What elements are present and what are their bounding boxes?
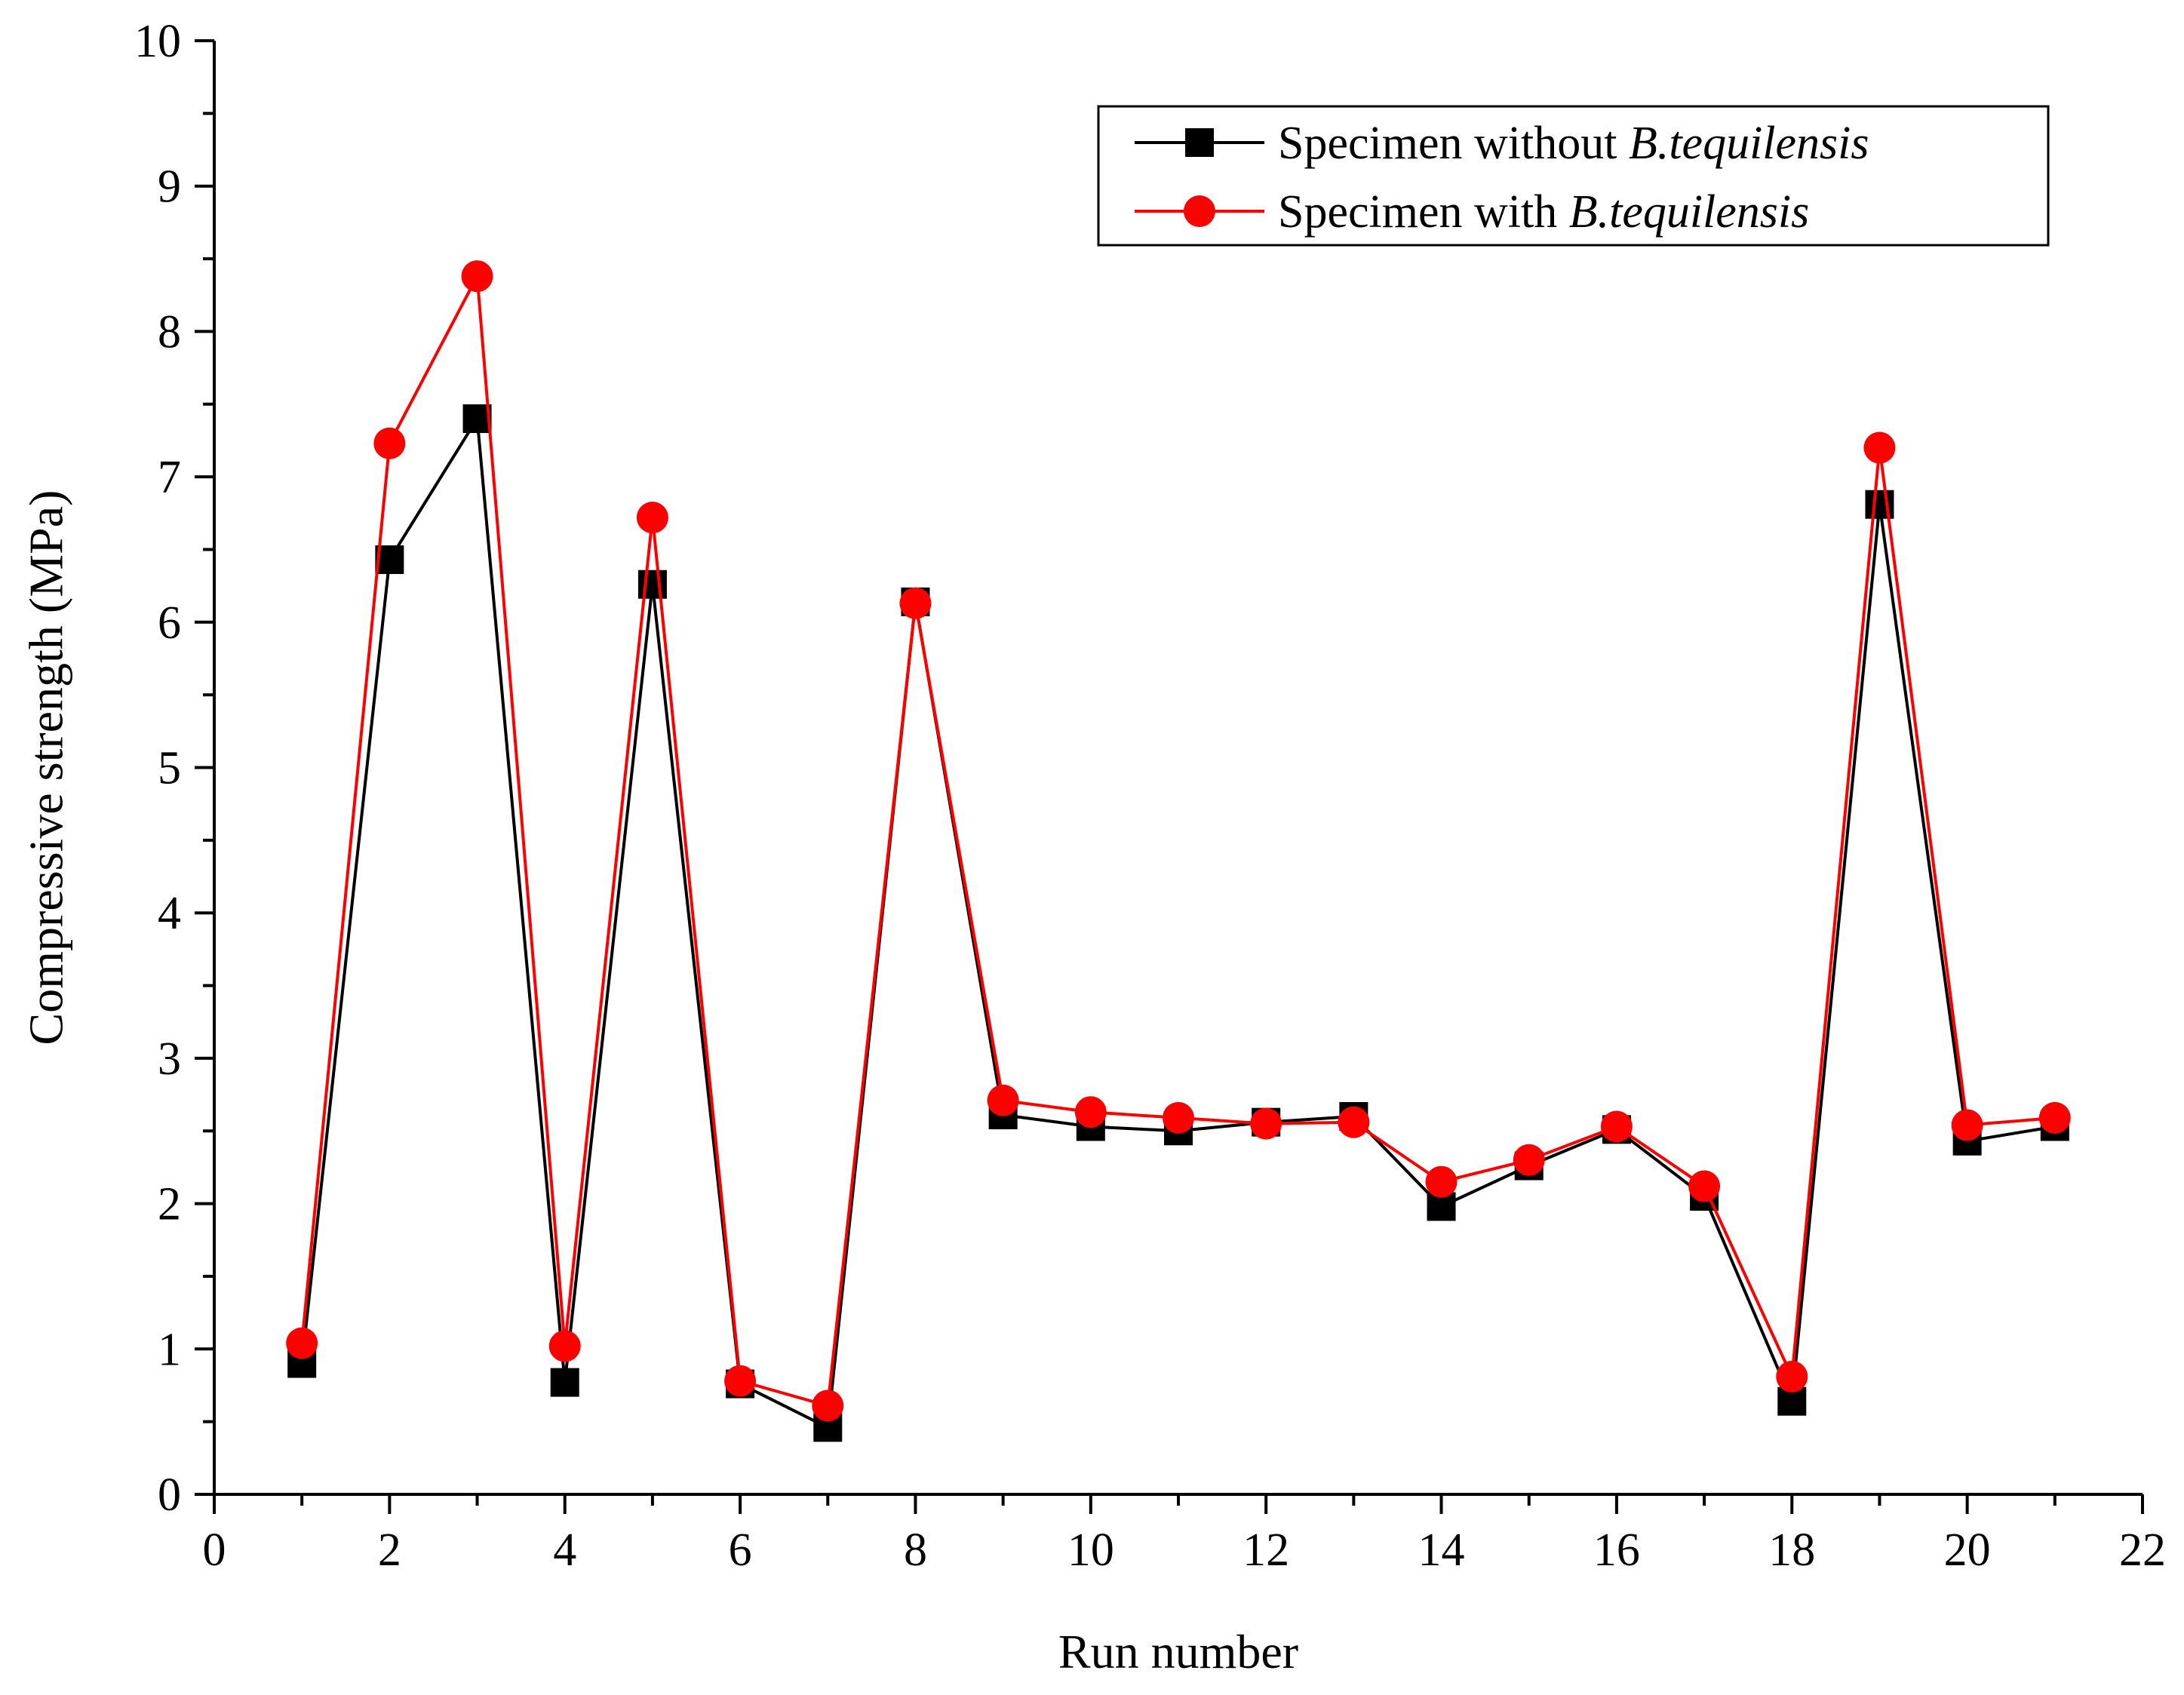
series-2-point [1688, 1170, 1721, 1202]
x-tick-label: 18 [1768, 1525, 1815, 1576]
series-2-point [1951, 1109, 1983, 1141]
y-tick-label: 10 [134, 16, 181, 67]
legend-label-prefix: Specimen with [1278, 186, 1569, 238]
series-2-point [987, 1084, 1019, 1116]
series-2-point [548, 1330, 581, 1362]
x-tick-label: 10 [1067, 1525, 1114, 1576]
series-2-point [1338, 1106, 1370, 1138]
series-2-point [1513, 1144, 1545, 1176]
y-tick-label: 5 [158, 743, 181, 794]
x-axis-title: Run number [1058, 1625, 1298, 1678]
data-series [286, 260, 2071, 1442]
y-tick-label: 7 [158, 452, 181, 503]
series-2-point [1776, 1360, 1808, 1393]
x-tick-label: 4 [553, 1525, 576, 1576]
series-2-point [1250, 1107, 1282, 1140]
legend-label-2: Specimen with B.tequilensis [1278, 186, 1809, 238]
x-tick-label: 14 [1418, 1525, 1465, 1576]
legend-label-prefix: Specimen without [1278, 118, 1629, 169]
x-tick-label: 0 [203, 1525, 226, 1576]
x-tick-label: 20 [1944, 1525, 1991, 1576]
legend-marker-1 [1185, 128, 1214, 157]
legend-label-1: Specimen without B.tequilensis [1278, 118, 1869, 169]
legend-label-species: B.tequilensis [1569, 186, 1810, 238]
y-tick-label: 9 [158, 161, 181, 213]
y-tick-label: 2 [158, 1179, 181, 1230]
y-tick-label: 4 [158, 888, 181, 939]
y-tick-label: 1 [158, 1324, 181, 1375]
y-tick-label: 3 [158, 1033, 181, 1085]
y-tick-label: 8 [158, 306, 181, 358]
x-tick-label: 12 [1243, 1525, 1289, 1576]
series-2-point [1425, 1165, 1458, 1198]
series-2-point [373, 427, 406, 459]
legend-marker-2 [1184, 195, 1215, 227]
series-2-point [1600, 1110, 1633, 1143]
series-2-point [286, 1327, 318, 1359]
x-tick-label: 6 [729, 1525, 752, 1576]
series-2-point [812, 1389, 844, 1422]
series-2-point [461, 260, 493, 293]
series-2-point [1074, 1096, 1107, 1128]
x-tick-label: 16 [1593, 1525, 1640, 1576]
series-2-point [724, 1365, 757, 1397]
series-1-point [637, 570, 667, 599]
series-2-point [1163, 1101, 1194, 1134]
series-1-point [550, 1368, 579, 1397]
y-axis-title: Compressive strength (MPa) [20, 490, 73, 1046]
legend-label-species: B.tequilensis [1629, 118, 1869, 169]
series-2-point [1863, 431, 1896, 464]
x-tick-label: 22 [2119, 1525, 2166, 1576]
legend-box [1097, 105, 2050, 247]
series-2-point [899, 587, 932, 619]
y-tick-label: 6 [158, 597, 181, 649]
series-2-point [2038, 1101, 2071, 1134]
x-tick-label: 2 [378, 1525, 401, 1576]
series-2-point [636, 502, 668, 534]
x-tick-label: 8 [904, 1525, 927, 1576]
y-tick-label: 0 [158, 1469, 181, 1521]
